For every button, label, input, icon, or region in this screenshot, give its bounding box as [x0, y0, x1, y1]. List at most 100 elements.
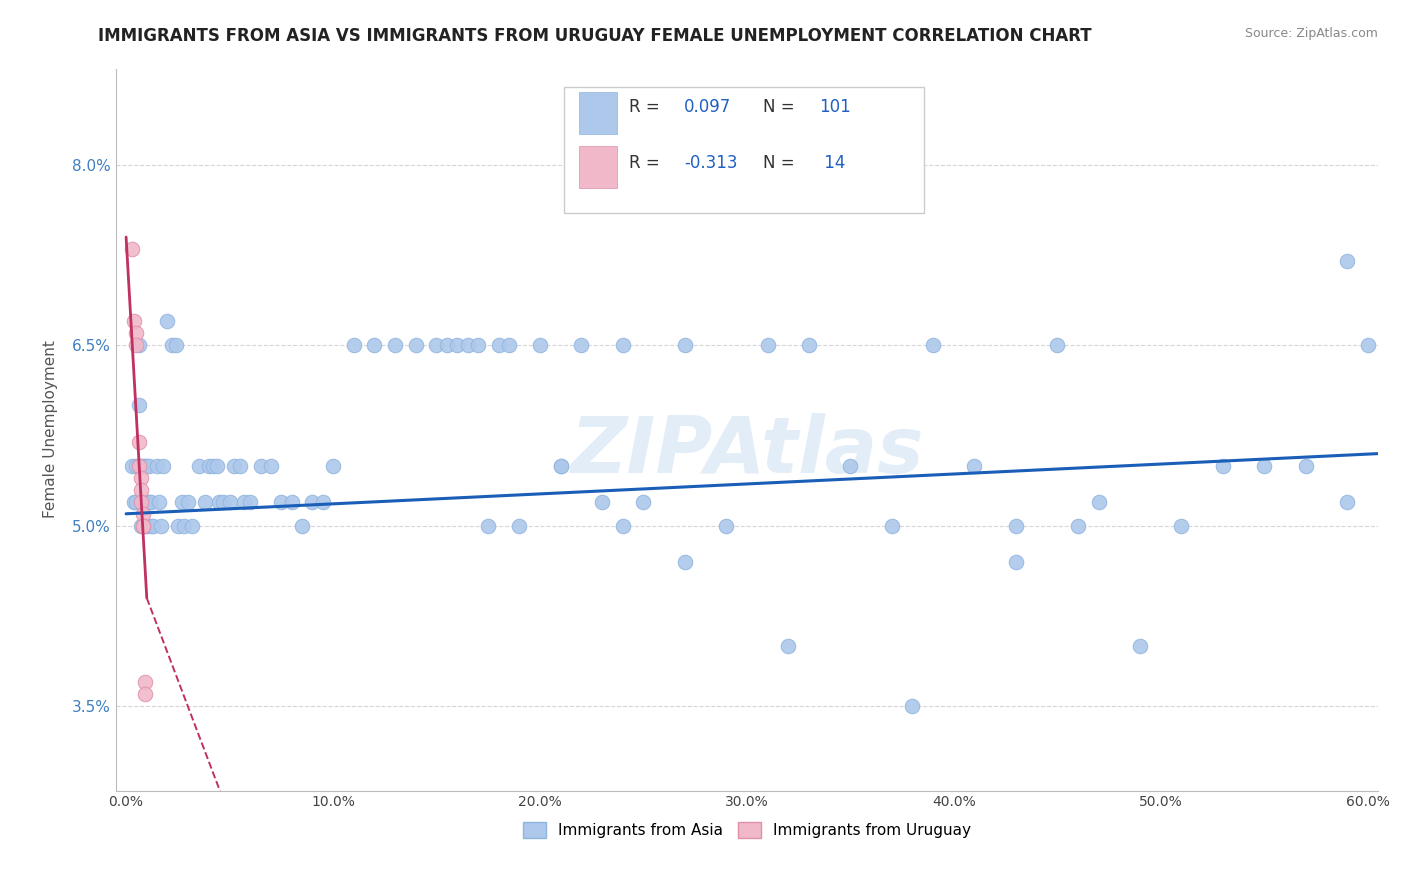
Point — [139, 495, 162, 509]
Point — [363, 338, 385, 352]
Point — [218, 495, 240, 509]
Point — [125, 495, 148, 509]
Point — [311, 495, 333, 509]
Point — [148, 495, 170, 509]
FancyBboxPatch shape — [564, 87, 924, 213]
Point — [1336, 254, 1358, 268]
Point — [166, 518, 188, 533]
Point — [405, 338, 427, 352]
Point — [138, 495, 160, 509]
Point — [139, 518, 162, 533]
Point — [152, 458, 174, 473]
Point — [170, 495, 193, 509]
Text: -0.313: -0.313 — [683, 154, 737, 172]
Point — [529, 338, 551, 352]
Point — [1253, 458, 1275, 473]
Point — [131, 507, 153, 521]
Point — [129, 471, 152, 485]
Point — [1087, 495, 1109, 509]
Point — [135, 458, 157, 473]
Point — [301, 495, 323, 509]
Point — [714, 518, 737, 533]
Point — [839, 458, 862, 473]
Text: R =: R = — [630, 98, 665, 116]
Point — [194, 495, 217, 509]
Point — [498, 338, 520, 352]
Point — [901, 699, 924, 714]
Point — [673, 555, 696, 569]
Point — [128, 338, 150, 352]
Point — [550, 458, 572, 473]
Point — [181, 518, 204, 533]
Point — [508, 518, 530, 533]
Point — [131, 458, 153, 473]
Text: Source: ZipAtlas.com: Source: ZipAtlas.com — [1244, 27, 1378, 40]
Point — [612, 518, 634, 533]
Point — [239, 495, 262, 509]
Point — [205, 458, 228, 473]
Point — [125, 458, 148, 473]
Point — [1005, 518, 1028, 533]
Point — [756, 338, 779, 352]
Point — [222, 458, 245, 473]
Point — [673, 338, 696, 352]
Point — [138, 458, 160, 473]
Text: N =: N = — [763, 98, 800, 116]
Text: 101: 101 — [818, 98, 851, 116]
Point — [131, 495, 153, 509]
Point — [260, 458, 283, 473]
Point — [446, 338, 468, 352]
Point — [1212, 458, 1234, 473]
Text: 14: 14 — [818, 154, 845, 172]
Point — [633, 495, 655, 509]
Point — [165, 338, 187, 352]
Point — [280, 495, 302, 509]
Point — [125, 338, 148, 352]
Point — [173, 518, 195, 533]
Point — [249, 458, 271, 473]
Point — [134, 458, 156, 473]
Point — [467, 338, 489, 352]
Point — [142, 518, 165, 533]
Point — [591, 495, 613, 509]
Point — [128, 458, 150, 473]
Point — [187, 458, 209, 473]
Point — [128, 458, 150, 473]
Point — [477, 518, 499, 533]
Point — [146, 458, 169, 473]
Point — [129, 458, 152, 473]
Point — [322, 458, 344, 473]
Point — [1336, 495, 1358, 509]
Point — [212, 495, 235, 509]
Point — [436, 338, 458, 352]
Text: ZIPAtlas: ZIPAtlas — [569, 413, 924, 489]
Point — [425, 338, 447, 352]
Point — [177, 495, 200, 509]
Point — [270, 495, 292, 509]
Text: 0.097: 0.097 — [683, 98, 731, 116]
Legend: Immigrants from Asia, Immigrants from Uruguay: Immigrants from Asia, Immigrants from Ur… — [516, 816, 977, 845]
Point — [135, 495, 157, 509]
Point — [134, 675, 156, 690]
Point — [612, 338, 634, 352]
Point — [291, 518, 314, 533]
Point — [124, 314, 146, 328]
FancyBboxPatch shape — [579, 92, 617, 134]
Point — [384, 338, 406, 352]
Point — [797, 338, 820, 352]
Point — [121, 242, 143, 256]
Y-axis label: Female Unemployment: Female Unemployment — [44, 341, 58, 518]
Point — [125, 326, 148, 341]
Point — [156, 314, 179, 328]
Point — [129, 495, 152, 509]
Point — [129, 495, 152, 509]
Point — [134, 518, 156, 533]
Point — [150, 518, 173, 533]
Text: IMMIGRANTS FROM ASIA VS IMMIGRANTS FROM URUGUAY FEMALE UNEMPLOYMENT CORRELATION : IMMIGRANTS FROM ASIA VS IMMIGRANTS FROM … — [98, 27, 1092, 45]
Point — [131, 518, 153, 533]
Text: N =: N = — [763, 154, 800, 172]
Point — [128, 399, 150, 413]
Point — [569, 338, 592, 352]
Point — [963, 458, 986, 473]
Point — [922, 338, 945, 352]
